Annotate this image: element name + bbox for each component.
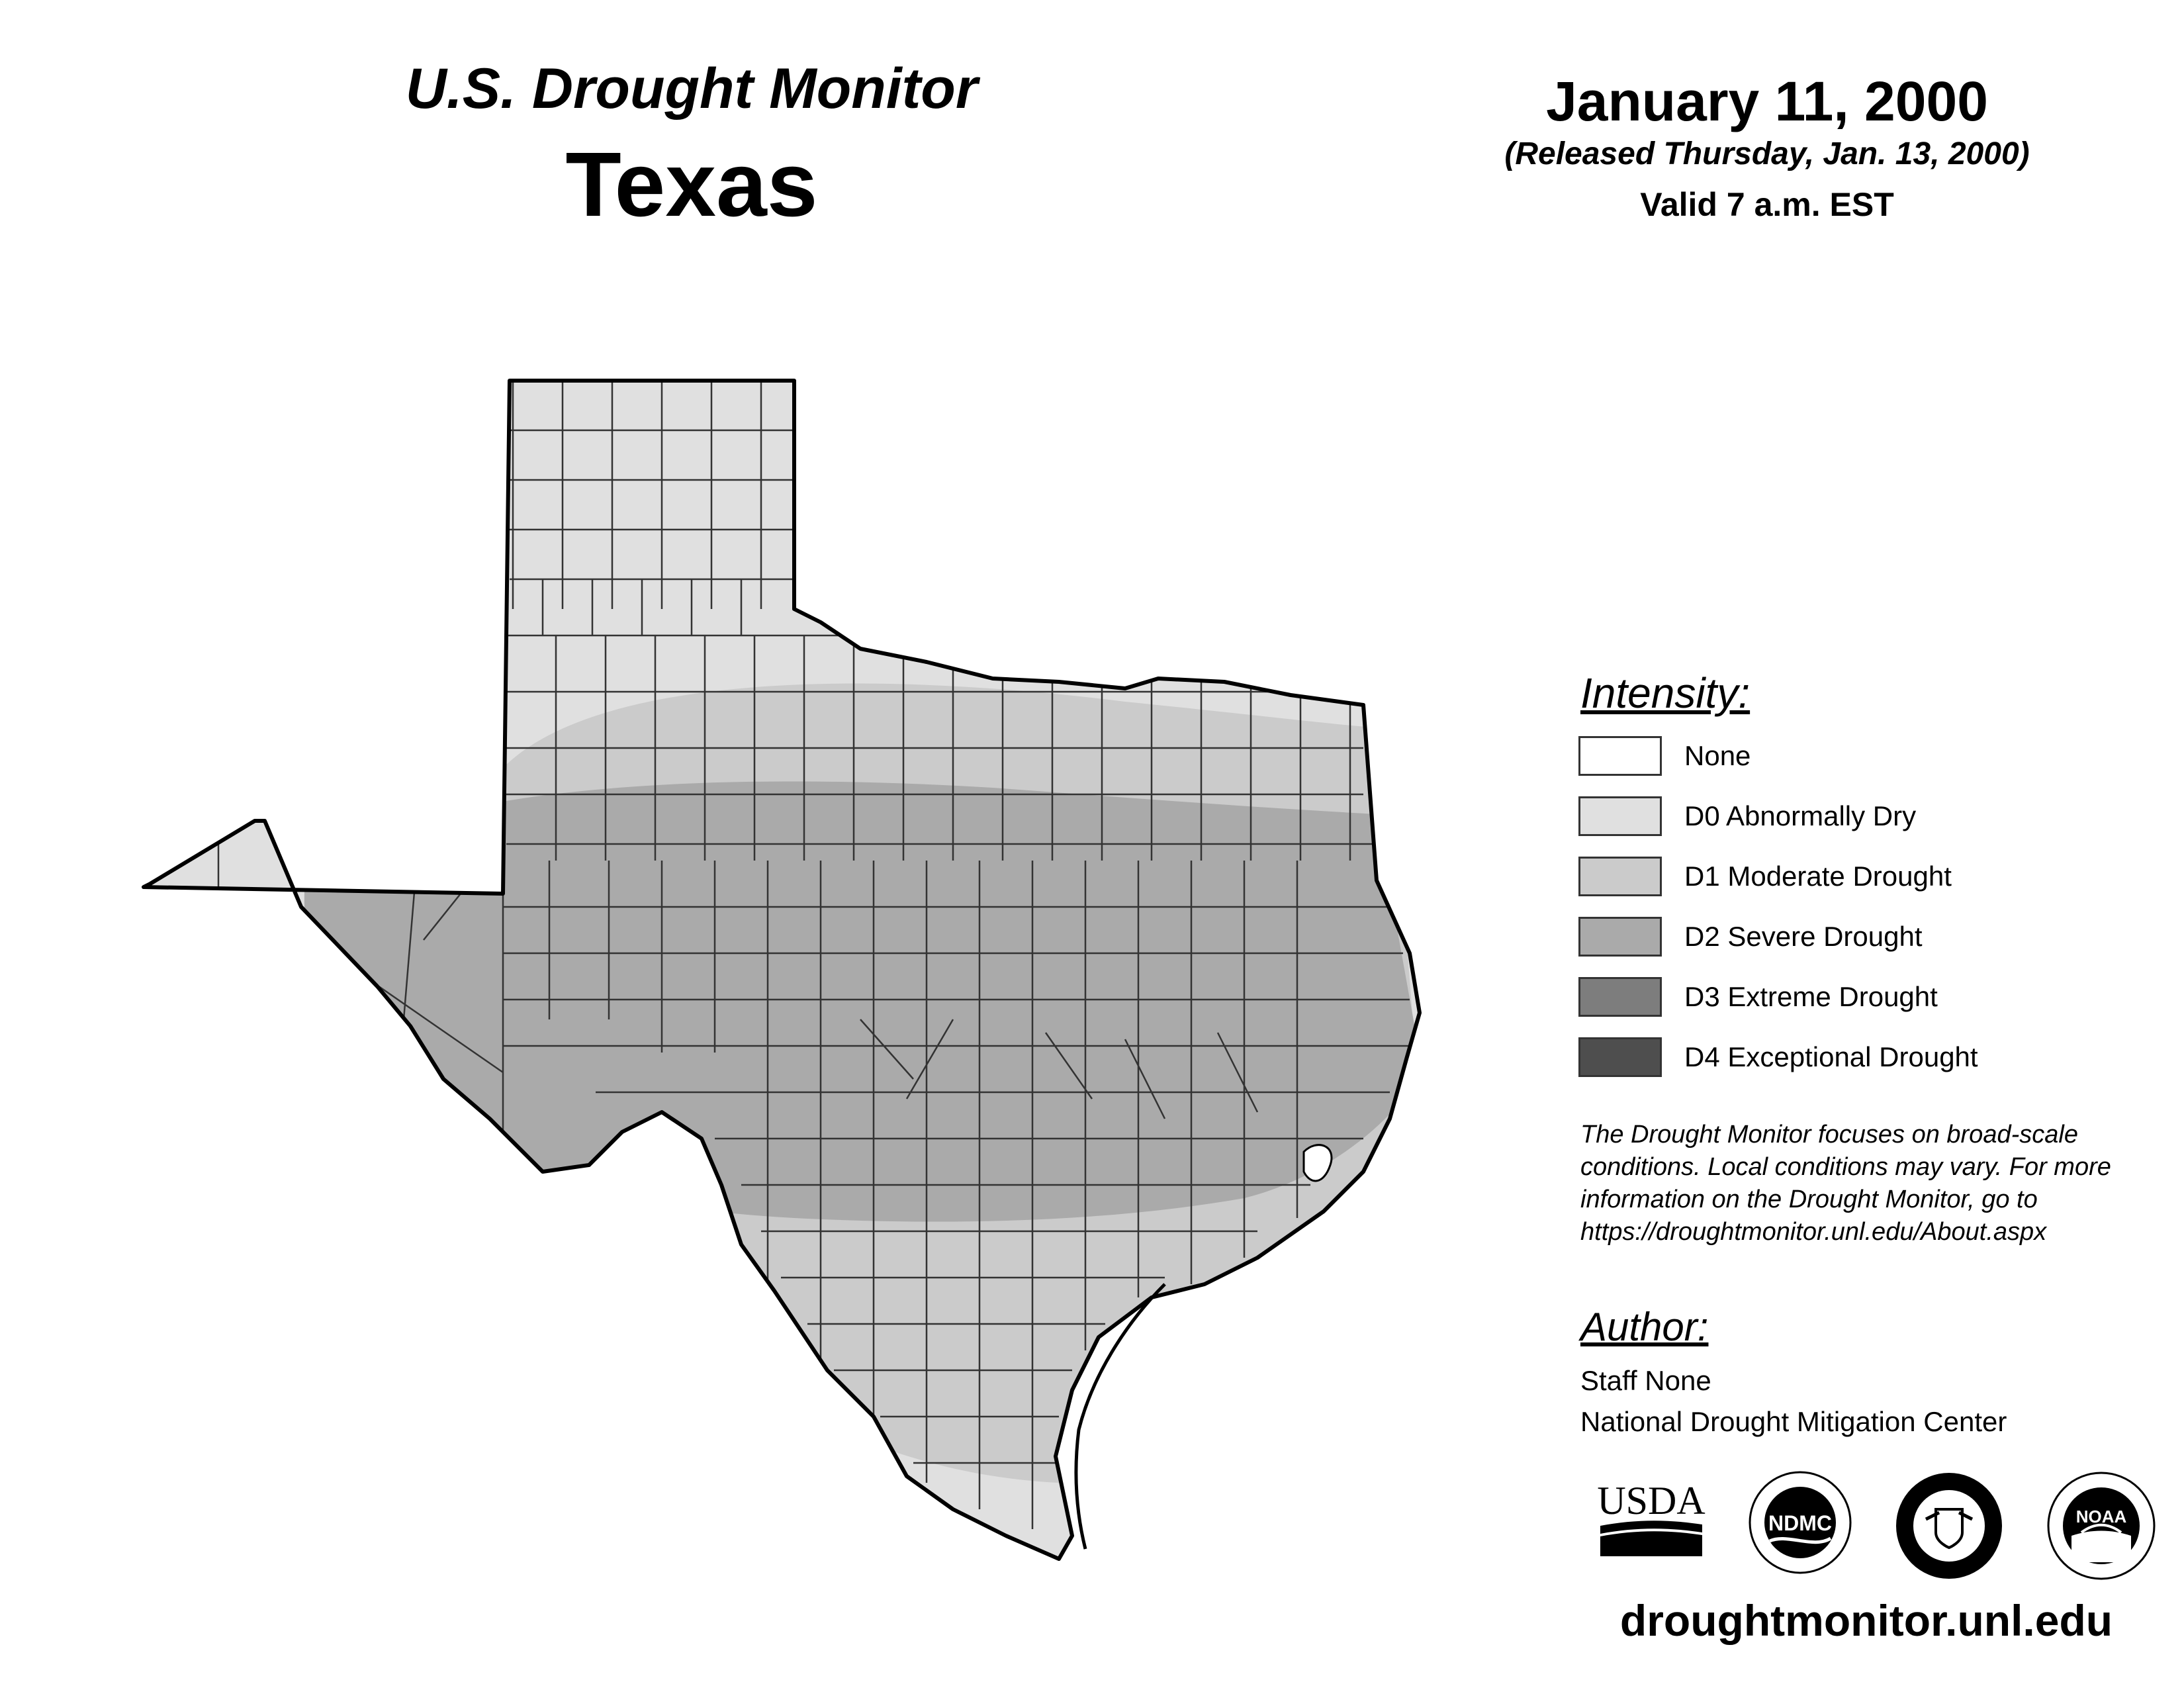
county-boundaries <box>217 381 1410 1529</box>
valid-time: Valid 7 a.m. EST <box>1640 186 1894 223</box>
legend-label: D4 Exceptional Drought <box>1684 1041 1978 1072</box>
author-name: Staff None <box>1580 1365 1711 1396</box>
legend-label: D1 Moderate Drought <box>1684 861 1952 892</box>
note-line: conditions. Local conditions may vary. F… <box>1580 1153 2111 1181</box>
legend-swatch-d0 <box>1578 796 1662 836</box>
texas-drought-map <box>142 379 1422 1561</box>
legend-item-none: None <box>1578 736 2108 777</box>
legend-label: D3 Extreme Drought <box>1684 981 1938 1012</box>
usda-logo: USDA <box>1597 1479 1706 1556</box>
legend-label: D2 Severe Drought <box>1684 921 1923 952</box>
noaa-logo: NOAA <box>2047 1472 2156 1580</box>
author-heading: Author: <box>1580 1305 1709 1349</box>
note-link[interactable]: https://droughtmonitor.unl.edu/About.asp… <box>1580 1218 2047 1246</box>
website-link[interactable]: droughtmonitor.unl.edu <box>1619 1596 2113 1645</box>
noaa-logo-text: NOAA <box>2076 1507 2127 1526</box>
map-title: Texas <box>565 134 818 236</box>
legend-heading: Intensity: <box>1580 669 1751 717</box>
ndmc-logo-text: NDMC <box>1768 1511 1832 1535</box>
legend-item-d4: D4 Exceptional Drought <box>1578 1037 2108 1078</box>
map-date: January 11, 2000 <box>1546 70 1988 132</box>
note-line: The Drought Monitor focuses on broad-sca… <box>1580 1121 2078 1149</box>
legend-label: None <box>1684 740 1751 771</box>
commerce-seal-logo <box>1896 1473 2002 1579</box>
legend-item-d3: D3 Extreme Drought <box>1578 977 2108 1018</box>
coastal-barrier-islands <box>1074 1283 1166 1550</box>
legend-item-d0: D0 Abnormally Dry <box>1578 796 2108 837</box>
d2-severe-drought-area <box>304 781 1420 1222</box>
legend-swatch-d1 <box>1578 857 1662 896</box>
legend-swatch-d4 <box>1578 1037 1662 1077</box>
disclaimer-note: The Drought Monitor focuses on broad-sca… <box>1580 1119 2176 1248</box>
texas-outline <box>142 379 1422 1561</box>
legend-swatch-d2 <box>1578 917 1662 957</box>
ndmc-logo: NDMC <box>1749 1471 1852 1574</box>
map-supertitle: U.S. Drought Monitor <box>405 57 978 120</box>
release-date: (Released Thursday, Jan. 13, 2000) <box>1504 136 2030 171</box>
legend-item-d2: D2 Severe Drought <box>1578 917 2108 958</box>
legend-swatch-d3 <box>1578 977 1662 1017</box>
usda-logo-text: USDA <box>1597 1479 1705 1523</box>
note-line: information on the Drought Monitor, go t… <box>1580 1186 2038 1213</box>
legend-item-d1: D1 Moderate Drought <box>1578 857 2108 898</box>
galveston-bay <box>1302 1144 1333 1182</box>
legend-label: D0 Abnormally Dry <box>1684 800 1917 831</box>
legend-swatch-none <box>1578 736 1662 776</box>
author-organization: National Drought Mitigation Center <box>1580 1406 2007 1437</box>
